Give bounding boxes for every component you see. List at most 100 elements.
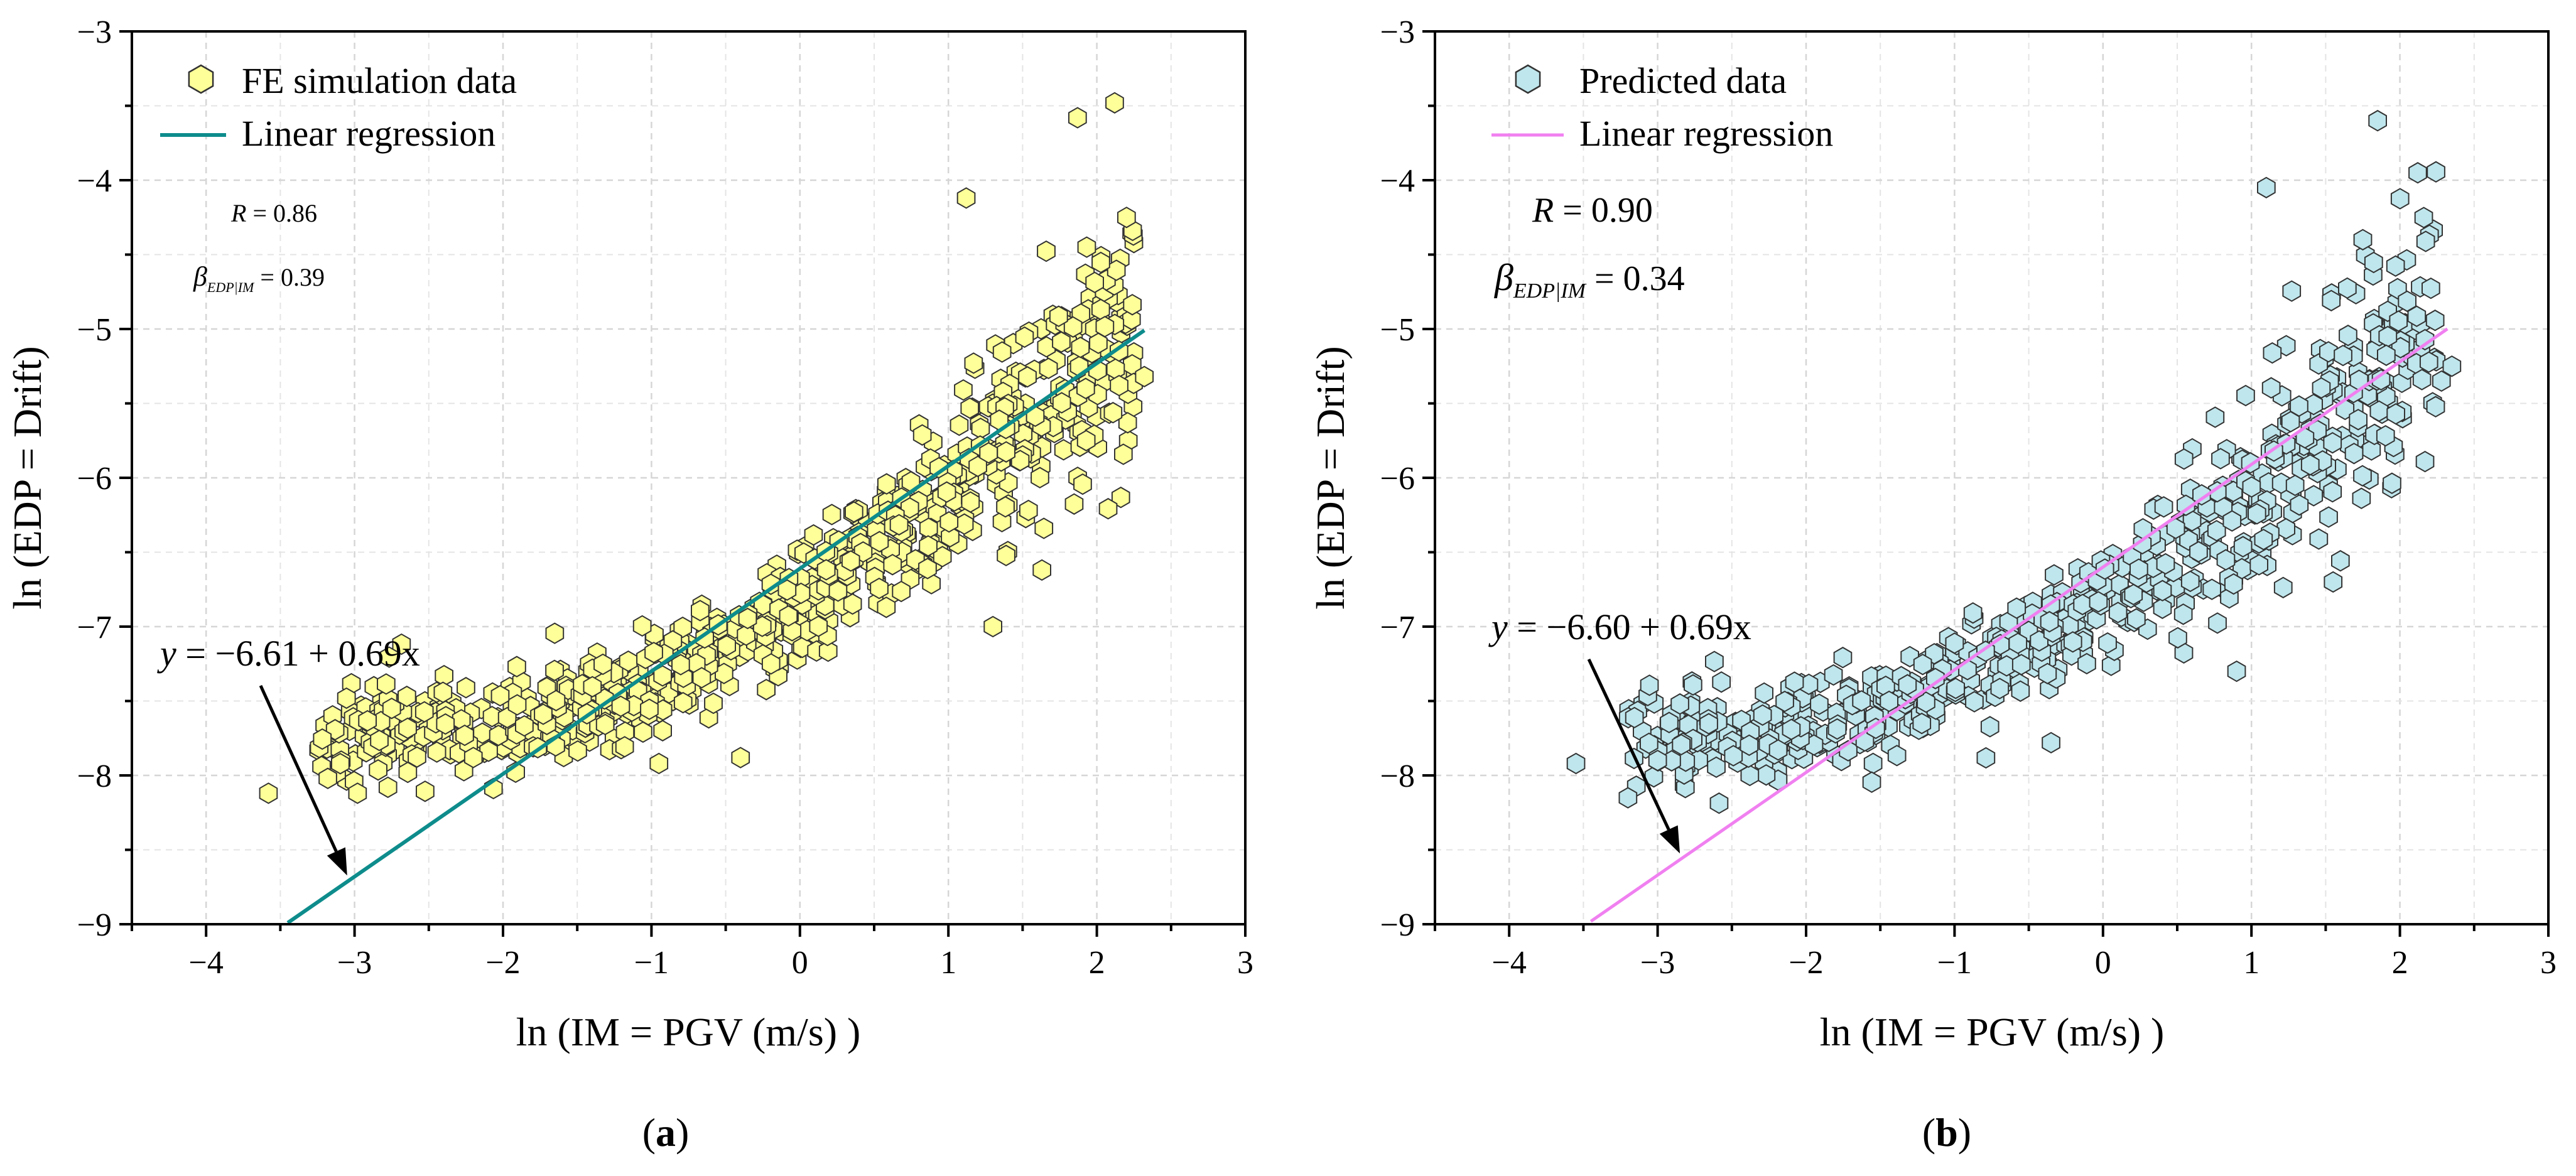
scatter-point [2353,465,2372,487]
equation-arrowhead-b [1659,825,1680,854]
scatter-point [2426,396,2445,418]
scatter-point [2383,472,2401,494]
scatter-point [1073,473,1092,495]
scatter-point [649,752,669,775]
scatter-point [2312,377,2331,399]
y-tick-label: −7 [77,610,112,645]
ticks-a: −4 −3 −2 −1 0 1 2 3 −9 −8 −7 −6 −5 −4 −3 [77,14,1253,981]
scatter-point [1098,498,1118,520]
x-axis-title-b: ln (IM = PGV (m/s) ) [1820,1010,2165,1054]
scatter-point [2174,448,2194,470]
scatter-point [1756,764,1776,786]
scatter-point [640,698,659,720]
scatter-point [738,607,757,630]
beta-value-a: βEDP|IM = 0.39 [193,261,325,295]
scatter-point [1640,674,1659,696]
scatter-point [761,573,781,595]
scatter-point [892,580,911,603]
scatter-point [331,753,350,775]
scatter-point [877,596,896,618]
scatter-point [337,687,356,709]
scatter-point [644,642,663,664]
scatter-point [2038,662,2057,684]
scatter-point [619,650,638,672]
scatter-point [673,691,693,714]
scatter-point [2390,188,2410,210]
scatter-point [2339,325,2357,347]
scatter-point [761,653,781,675]
scatter-point [2168,627,2187,649]
y-tick-label: −5 [1380,312,1415,348]
scatter-point [358,709,377,732]
scatter-point [1032,559,1051,581]
scatter-point [653,720,672,742]
scatter-point [1880,690,1898,713]
scatter-point [2249,554,2268,576]
scatter-point [2011,680,2030,702]
scatter-point [939,511,959,533]
scatter-point [1976,747,1996,769]
scatter-point [1833,647,1853,669]
scatter-point [2276,335,2296,357]
scatter-point [2130,558,2148,580]
scatter-point [1068,107,1087,129]
scatter-point [2192,483,2211,506]
scatter-point [961,491,980,513]
legend-a: FE simulation data Linear regression [160,60,517,154]
scatter-point [2089,591,2108,613]
scatter-point [595,713,615,736]
scatter-point [1862,771,1881,793]
scatter-point [2425,310,2445,332]
scatter-point [1660,711,1679,733]
y-tick-label: −9 [77,907,112,943]
panel-b: −4 −3 −2 −1 0 1 2 3 −9 −8 −7 −6 −5 −4 −3 Predicted dat… [1308,14,2557,1155]
scatter-point [2242,476,2261,498]
x-tick-label: −2 [485,945,520,981]
scatter-point [259,782,278,804]
scatter-point [1712,671,1731,693]
scatter-point [2180,570,2200,593]
scatter-point [937,481,956,503]
scatter-point [473,722,492,744]
scatter-point [2227,660,2246,682]
scatter-point [2323,481,2342,503]
scatter-point [1135,365,1154,387]
scatter-point [2352,487,2371,509]
scatter-point [370,730,389,752]
scatter-point [2202,578,2221,600]
scatter-point [2248,503,2266,525]
scatter-point [479,740,498,762]
scatter-point [2282,280,2302,302]
scatter-point [2353,229,2373,251]
scatter-point [377,673,396,695]
scatter-point [1709,792,1729,814]
scatter-point [2233,536,2253,558]
x-tick-label: −3 [337,945,372,981]
scatter-point [2427,161,2445,183]
scatter-point [2098,632,2117,654]
x-tick-label: 1 [2243,945,2259,981]
scatter-point [318,767,337,789]
scatter-point [1980,716,2000,738]
scatter-point [1699,713,1718,735]
scatter-point [369,759,387,781]
scatter-point [1724,745,1743,767]
scatter-point [611,695,630,718]
scatter-point [398,717,417,740]
scatter-point [1775,690,1794,713]
scatter-point [2349,409,2368,431]
scatter-point [2319,341,2338,363]
scatter-point [2414,207,2433,229]
scatter-point [877,473,896,495]
scatter-point [2344,443,2364,465]
scatter-point [1076,377,1095,399]
scatter-point [1866,717,1885,740]
panel-a: −4 −3 −2 −1 0 1 2 3 −9 −8 −7 −6 −5 −4 −3 FE simulation… [5,14,1253,1155]
scatter-point [348,782,367,804]
scatter-point [1887,745,1907,767]
y-tick-label: −4 [77,163,112,199]
regression-line-b [1589,327,2449,923]
scatter-point [2334,344,2352,367]
scatter-point [1091,298,1110,321]
scatter-point [2008,632,2028,654]
